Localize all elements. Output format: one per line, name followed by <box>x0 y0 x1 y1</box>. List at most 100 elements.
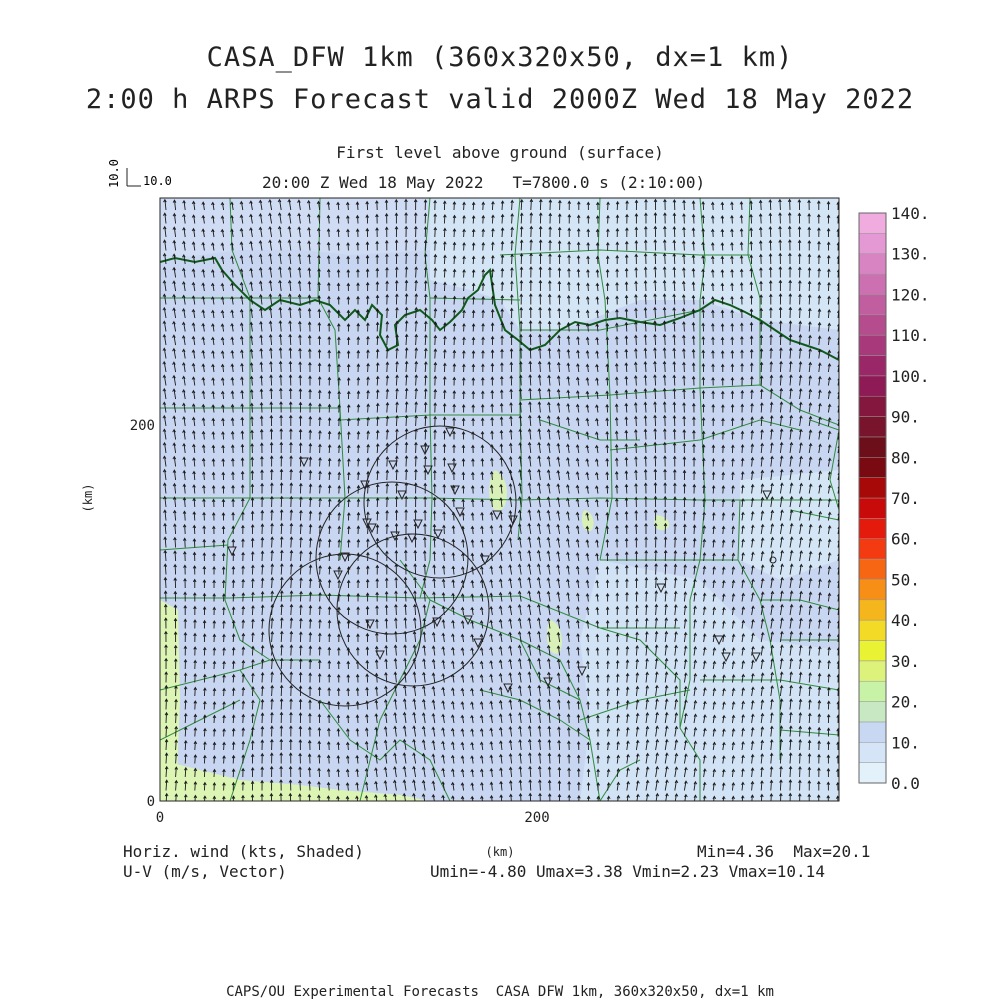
colorbar-swatch <box>858 518 887 539</box>
colorbar-label: 120. <box>891 285 930 304</box>
colorbar-label: 100. <box>891 367 930 386</box>
colorbar-label: 80. <box>891 448 920 467</box>
colorbar-label: 140. <box>891 204 930 223</box>
radar-site-marker <box>407 533 417 544</box>
radar-site-marker <box>423 465 433 476</box>
colorbar-swatch <box>858 599 887 621</box>
green-patch-center <box>489 470 507 512</box>
y-tick-200: 200 <box>130 418 155 434</box>
radar-ring-1 <box>363 425 517 579</box>
colorbar-label: 40. <box>891 611 920 630</box>
radar-site-marker <box>388 460 398 471</box>
light-region-northwest <box>160 198 430 260</box>
colorbar-swatch <box>858 538 887 560</box>
vector-key-vertical-label: 10.0 <box>107 159 121 188</box>
colorbar-swatch <box>858 742 887 763</box>
colorbar-label: 60. <box>891 530 920 549</box>
radar-site-marker <box>362 518 372 529</box>
radar-site-marker <box>503 683 513 694</box>
level-label: First level above ground (surface) <box>336 143 664 162</box>
radar-site-marker <box>656 583 666 594</box>
y-tick-0: 0 <box>147 794 155 810</box>
radar-ring-4 <box>268 553 422 707</box>
x-tick-200: 200 <box>524 810 549 826</box>
radar-site-marker <box>473 638 483 649</box>
radar-site-marker <box>390 531 400 542</box>
radar-site-marker <box>413 519 423 530</box>
green-patch-west <box>160 600 180 801</box>
footer-uv-min-max: Umin=-4.80 Umax=3.38 Vmin=2.23 Vmax=10.1… <box>430 862 825 881</box>
radar-site-marker <box>450 485 460 496</box>
colorbar <box>858 212 887 784</box>
radar-site-marker <box>397 490 407 501</box>
axis-labels: 0 200 0 200 (km) (km) <box>81 418 550 859</box>
colorbar-swatch <box>858 416 887 438</box>
green-patch-3 <box>547 620 562 654</box>
colorbar-label: 30. <box>891 652 920 671</box>
colorbar-label: 90. <box>891 408 920 427</box>
colorbar-labels: 0.0 10. 20. 30. 40. 50. 60. 70. 80. 90. 100. 110. 12… <box>891 204 930 793</box>
colorbar-frame <box>858 212 887 784</box>
footer-wind-shaded: Horiz. wind (kts, Shaded) <box>123 842 364 861</box>
radar-site-marker <box>375 650 385 661</box>
colorbar-label: 50. <box>891 570 920 589</box>
colorbar-swatch <box>858 436 887 458</box>
radar-site-marker <box>340 552 350 563</box>
colorbar-swatch <box>858 395 887 417</box>
wind-vectors <box>162 198 839 801</box>
radar-site-marker <box>432 617 442 628</box>
plot-area <box>160 198 839 801</box>
colorbar-swatch <box>858 701 887 723</box>
colorbar-label: 130. <box>891 245 930 264</box>
colorbar-swatch <box>858 457 887 478</box>
radar-site-marker <box>762 490 772 501</box>
radar-site-marker <box>455 507 465 518</box>
radar-site-marker <box>433 529 443 540</box>
radar-site-marker <box>299 457 309 468</box>
state-border-red-river <box>160 256 839 361</box>
radar-site-marker <box>447 463 457 474</box>
radar-site-marker <box>480 555 490 566</box>
colorbar-swatch <box>858 314 887 336</box>
radar-site-marker <box>721 652 731 663</box>
radar-site-marker <box>333 570 343 581</box>
x-axis-label: (km) <box>486 845 515 859</box>
colorbar-swatch <box>858 375 887 397</box>
colorbar-swatch <box>858 294 887 316</box>
colorbar-swatch <box>858 212 887 234</box>
green-patch-2 <box>582 510 594 532</box>
light-region-east <box>740 470 839 580</box>
radar-site-marker <box>577 666 587 677</box>
colorbar-label: 10. <box>891 733 920 752</box>
radar-site-marker <box>367 523 377 534</box>
light-region-north <box>430 198 839 330</box>
vector-key: 10.0 10.0 <box>107 159 172 188</box>
colorbar-swatch <box>858 558 887 580</box>
y-axis-label: (km) <box>81 484 95 513</box>
valid-time-label: 20:00 Z Wed 18 May 2022 T=7800.0 s (2:10… <box>262 173 706 192</box>
radar-site-marker <box>751 652 761 663</box>
radar-site-marker <box>463 615 473 626</box>
colorbar-swatch <box>858 762 887 784</box>
radar-site-marker <box>445 427 455 438</box>
colorbar-swatch <box>858 660 887 682</box>
plot-frame <box>159 197 840 802</box>
colorbar-swatch <box>858 253 887 275</box>
radar-site-marker <box>492 510 502 521</box>
footer-uv-vector: U-V (m/s, Vector) <box>123 862 287 881</box>
colorbar-label: 20. <box>891 693 920 712</box>
radar-site-marker <box>420 445 430 456</box>
colorbar-swatch <box>858 334 887 356</box>
colorbar-swatch <box>858 477 887 499</box>
colorbar-swatch <box>858 497 887 519</box>
colorbar-swatch <box>858 273 887 295</box>
radar-site-marker <box>365 619 375 630</box>
radar-site-marker <box>543 677 553 688</box>
colorbar-label: 0.0 <box>891 774 920 793</box>
colorbar-swatch <box>858 619 887 641</box>
footer-min-max: Min=4.36 Max=20.1 <box>697 842 871 861</box>
radar-range-rings <box>268 425 517 707</box>
radar-site-marker <box>508 515 518 526</box>
colorbar-label: 110. <box>891 326 930 345</box>
